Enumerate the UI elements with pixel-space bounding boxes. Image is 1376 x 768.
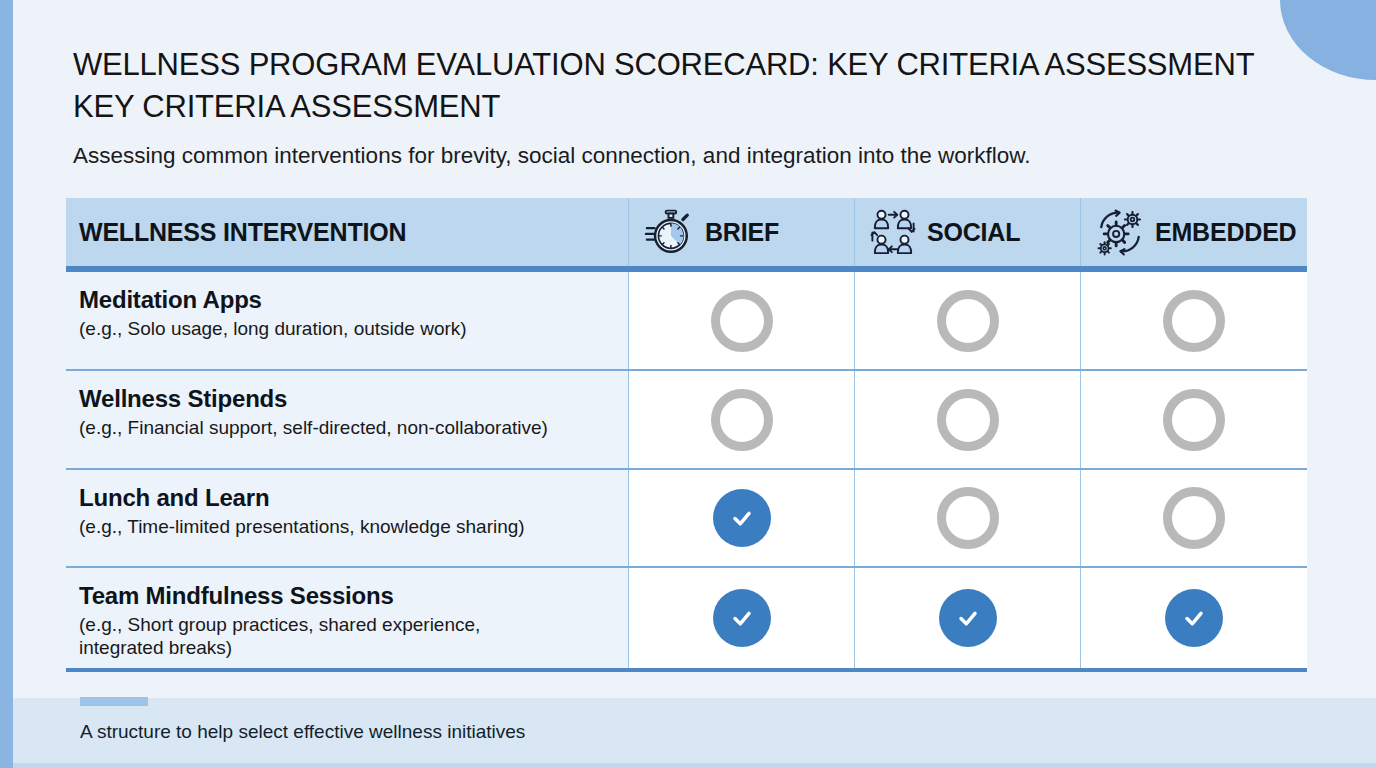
gears-icon bbox=[1096, 208, 1144, 256]
embedded-cell bbox=[1080, 371, 1307, 468]
embedded-mark bbox=[1163, 389, 1225, 451]
intervention-name: Lunch and Learn bbox=[79, 484, 614, 512]
title-line-1: WELLNESS PROGRAM EVALUATION SCORECARD: K… bbox=[73, 44, 1254, 86]
brief-cell bbox=[628, 272, 854, 369]
social-cell bbox=[854, 568, 1080, 668]
social-mark bbox=[937, 290, 999, 352]
bottom-edge-bar bbox=[0, 763, 1376, 768]
slide-canvas: WELLNESS PROGRAM EVALUATION SCORECARD: K… bbox=[0, 0, 1376, 768]
embedded-mark bbox=[1163, 487, 1225, 549]
table-row: Wellness Stipends (e.g., Financial suppo… bbox=[66, 371, 1307, 470]
intervention-name: Wellness Stipends bbox=[79, 385, 614, 413]
column-header-brief: BRIEF bbox=[628, 198, 854, 266]
brief-mark bbox=[713, 589, 771, 647]
footer-caption: A structure to help select effective wel… bbox=[80, 721, 525, 743]
embedded-mark bbox=[1165, 589, 1223, 647]
column-header-embedded: EMBEDDED bbox=[1080, 198, 1307, 266]
check-icon bbox=[728, 504, 756, 532]
intervention-description: (e.g., Short group practices, shared exp… bbox=[79, 613, 549, 660]
column-header-social: SOCIAL bbox=[854, 198, 1080, 266]
column-header-label: BRIEF bbox=[705, 218, 779, 247]
title-line-2: KEY CRITERIA ASSESSMENT bbox=[73, 86, 1254, 128]
scorecard-table: WELLNESS INTERVENTION bbox=[66, 198, 1307, 672]
intervention-cell: Meditation Apps (e.g., Solo usage, long … bbox=[66, 272, 628, 369]
check-icon bbox=[1180, 604, 1208, 632]
column-header-label: SOCIAL bbox=[927, 218, 1020, 247]
intervention-column-header: WELLNESS INTERVENTION bbox=[66, 198, 628, 266]
social-cell bbox=[854, 371, 1080, 468]
embedded-mark bbox=[1163, 290, 1225, 352]
people-cycle-icon bbox=[870, 207, 916, 257]
embedded-cell bbox=[1080, 470, 1307, 566]
brief-cell bbox=[628, 568, 854, 668]
intervention-cell: Team Mindfulness Sessions (e.g., Short g… bbox=[66, 568, 628, 668]
check-icon bbox=[954, 604, 982, 632]
brief-mark bbox=[713, 489, 771, 547]
social-mark bbox=[937, 487, 999, 549]
table-row: Lunch and Learn (e.g., Time-limited pres… bbox=[66, 470, 1307, 568]
intervention-description: (e.g., Financial support, self-directed,… bbox=[79, 416, 614, 439]
intervention-cell: Wellness Stipends (e.g., Financial suppo… bbox=[66, 371, 628, 468]
brief-mark bbox=[711, 290, 773, 352]
intervention-description: (e.g., Solo usage, long duration, outsid… bbox=[79, 317, 614, 340]
table-row: Meditation Apps (e.g., Solo usage, long … bbox=[66, 272, 1307, 371]
corner-circle-decoration bbox=[1280, 0, 1376, 80]
table-header-row: WELLNESS INTERVENTION bbox=[66, 198, 1307, 272]
intervention-name: Team Mindfulness Sessions bbox=[79, 582, 614, 610]
intervention-cell: Lunch and Learn (e.g., Time-limited pres… bbox=[66, 470, 628, 566]
intervention-name: Meditation Apps bbox=[79, 286, 614, 314]
intervention-description: (e.g., Time-limited presentations, knowl… bbox=[79, 515, 614, 538]
social-mark bbox=[939, 589, 997, 647]
social-mark bbox=[937, 389, 999, 451]
brief-cell bbox=[628, 470, 854, 566]
brief-mark bbox=[711, 389, 773, 451]
column-header-label: EMBEDDED bbox=[1155, 218, 1296, 247]
left-edge-bar bbox=[0, 0, 13, 768]
embedded-cell bbox=[1080, 272, 1307, 369]
subtitle: Assessing common interventions for brevi… bbox=[73, 143, 1031, 169]
social-cell bbox=[854, 470, 1080, 566]
stopwatch-icon bbox=[644, 208, 694, 256]
footer-accent-bar bbox=[80, 697, 148, 706]
check-icon bbox=[728, 604, 756, 632]
page-title: WELLNESS PROGRAM EVALUATION SCORECARD: K… bbox=[73, 44, 1254, 128]
social-cell bbox=[854, 272, 1080, 369]
table-row: Team Mindfulness Sessions (e.g., Short g… bbox=[66, 568, 1307, 672]
brief-cell bbox=[628, 371, 854, 468]
embedded-cell bbox=[1080, 568, 1307, 668]
